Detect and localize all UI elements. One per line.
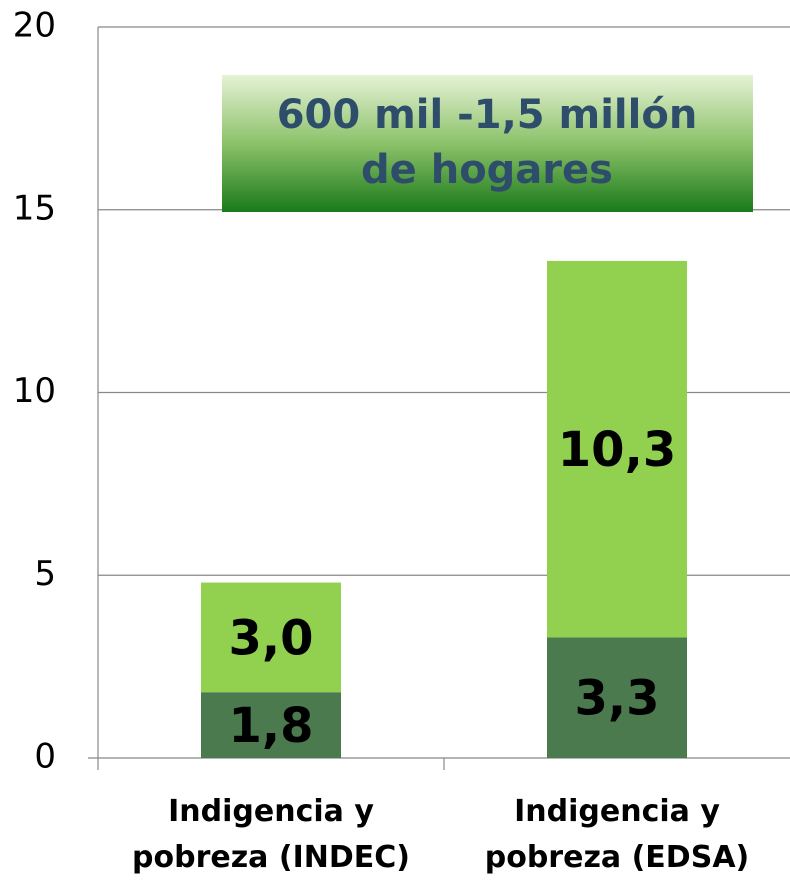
x-tick-line: pobreza (EDSA) bbox=[485, 840, 750, 875]
x-tick-line: Indigencia y bbox=[168, 794, 374, 829]
value-label: 10,3 bbox=[558, 422, 676, 478]
bar-segment bbox=[547, 637, 687, 758]
x-tick-line: pobreza (INDEC) bbox=[132, 840, 410, 875]
y-tick-label: 10 bbox=[13, 371, 56, 411]
y-tick-label: 20 bbox=[13, 6, 56, 46]
y-tick-label: 0 bbox=[34, 737, 56, 777]
annotation: 600 mil -1,5 millón bbox=[277, 92, 698, 138]
x-tick-label: Indigencia y pobreza (INDEC) bbox=[132, 794, 410, 875]
annotation-box bbox=[222, 75, 753, 212]
bar-segment bbox=[201, 692, 341, 758]
x-tick-label: Indigencia y pobreza (EDSA) bbox=[485, 794, 750, 875]
y-tick-label: 15 bbox=[13, 188, 56, 228]
value-label: 1,8 bbox=[228, 698, 313, 754]
x-tick-line: Indigencia y bbox=[514, 794, 720, 829]
value-label: 3,0 bbox=[228, 610, 313, 666]
annotation: de hogares bbox=[361, 147, 613, 193]
bar-segment bbox=[201, 582, 341, 693]
y-tick-label: 5 bbox=[34, 554, 56, 594]
bar-segment bbox=[547, 260, 687, 638]
value-label: 3,3 bbox=[574, 671, 659, 727]
